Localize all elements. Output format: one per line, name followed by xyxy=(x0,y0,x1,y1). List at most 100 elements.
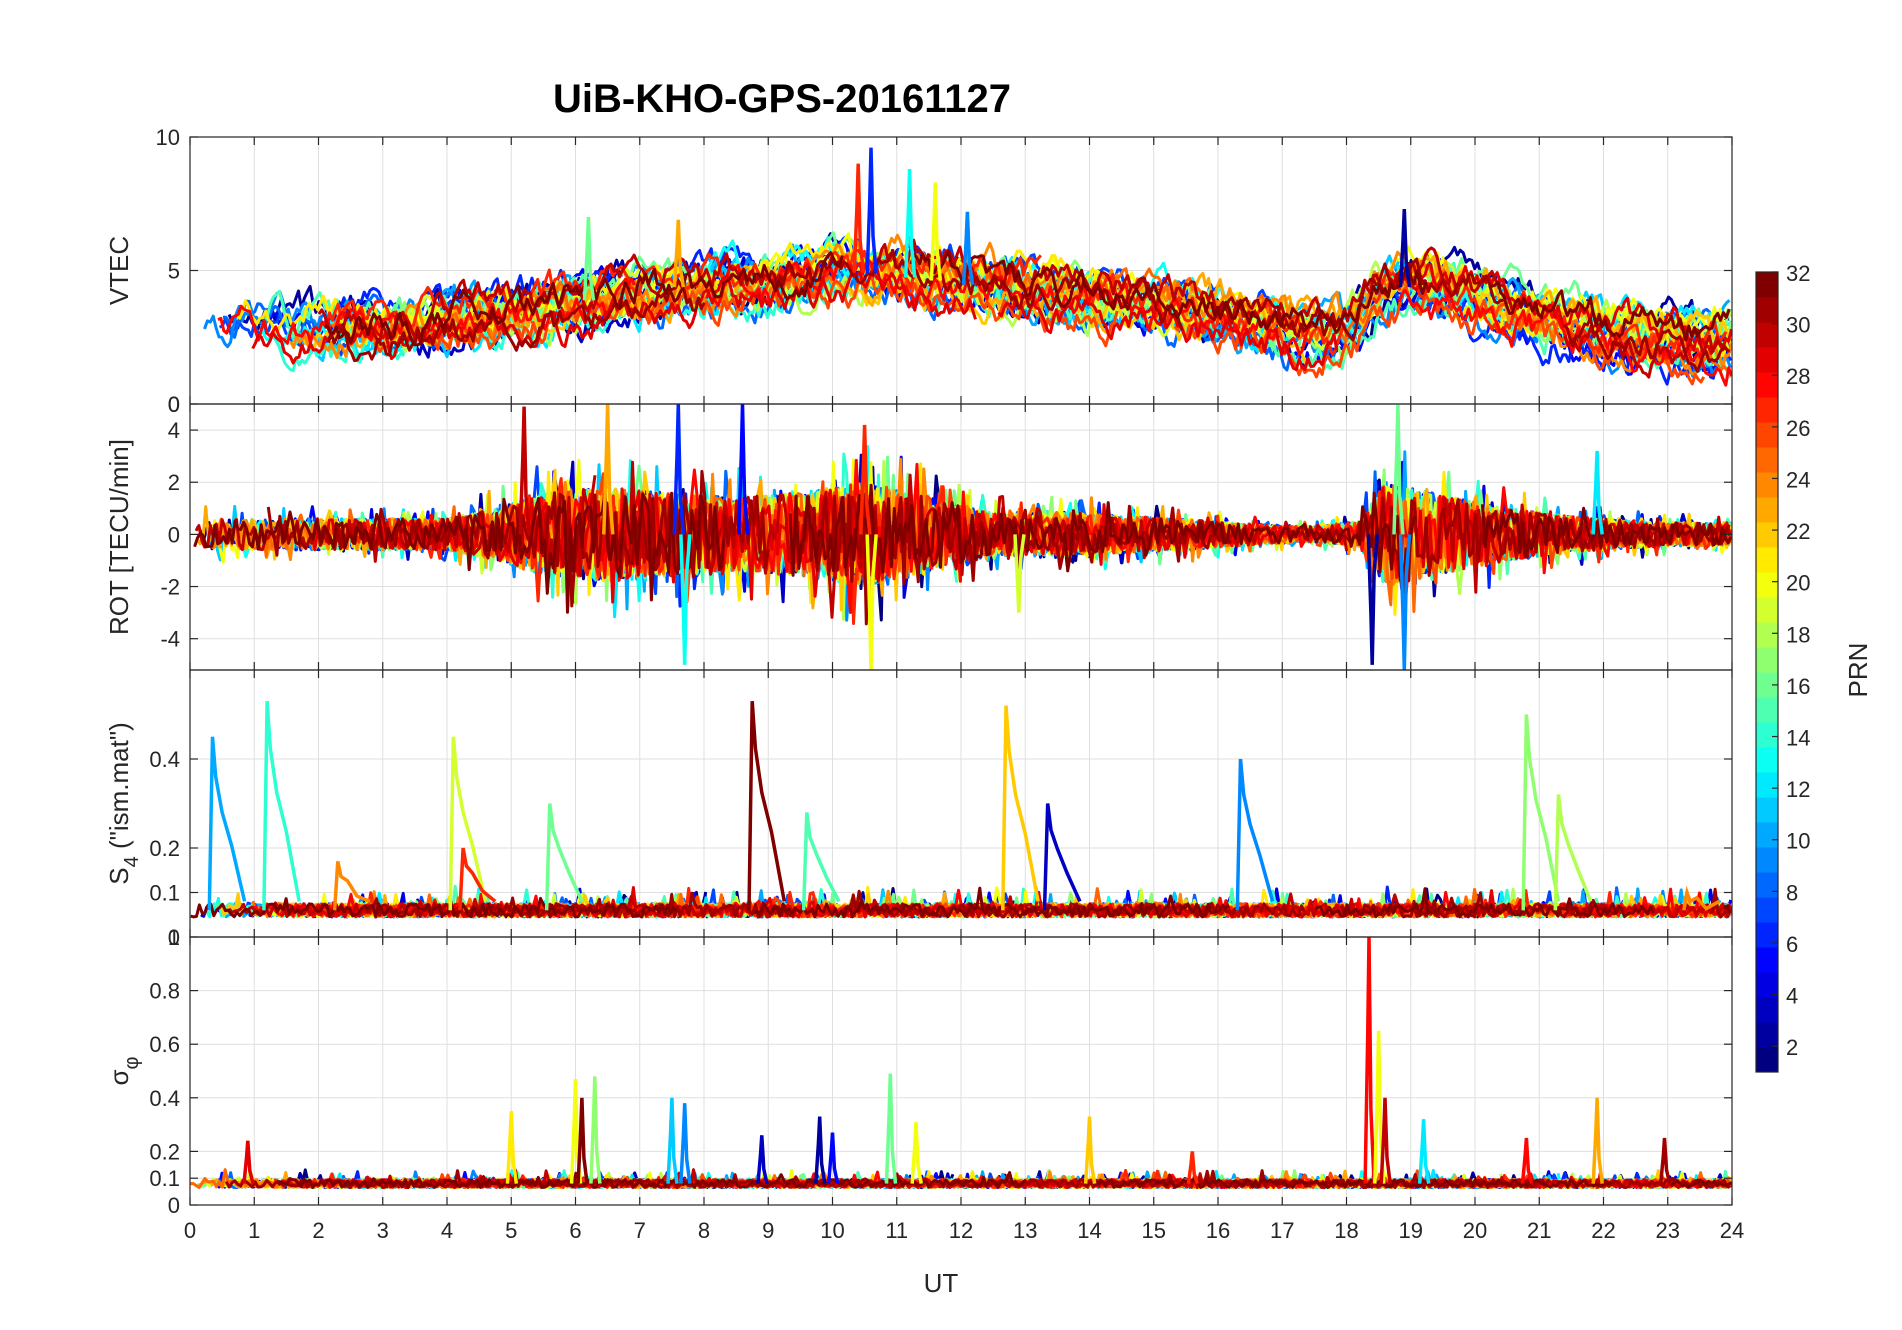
x-tick-label: 19 xyxy=(1399,1218,1423,1243)
colorbar-tick-label: 16 xyxy=(1786,674,1810,699)
colorbar-swatch xyxy=(1756,522,1778,548)
vtec-peak-mark xyxy=(852,163,866,273)
s4-peak-mark xyxy=(1235,758,1275,911)
x-tick-label: 7 xyxy=(634,1218,646,1243)
rot-peak-mark xyxy=(672,404,686,535)
s4-peak-mark xyxy=(332,861,371,911)
sigma-peak-mark xyxy=(242,1140,255,1185)
s4-prn-31-line xyxy=(1340,891,1621,919)
sigma-y-tick-label: 0.1 xyxy=(149,1166,180,1191)
sigma-y-tick-label: 0 xyxy=(168,1193,180,1218)
sigma-peak-mark xyxy=(1658,1137,1672,1184)
x-tick-label: 22 xyxy=(1591,1218,1615,1243)
sigma-peak-mark xyxy=(756,1135,769,1184)
s4-peak-mark xyxy=(1553,794,1593,911)
colorbar-swatch xyxy=(1756,647,1778,673)
x-tick-label: 10 xyxy=(820,1218,844,1243)
rot-peak-mark xyxy=(602,404,615,535)
vtec-prn-31-line xyxy=(1204,257,1504,342)
colorbar-tick-label: 14 xyxy=(1786,726,1810,751)
colorbar-swatch xyxy=(1756,1022,1778,1048)
sigma-prn-31-line xyxy=(945,1169,1550,1189)
s4-peak-mark xyxy=(747,700,787,911)
rot-y-tick-label: -4 xyxy=(160,627,180,652)
sigma-prn-31-line xyxy=(1596,1178,1731,1190)
s4-peak-mark xyxy=(448,736,488,911)
rot-y-tick-label: 0 xyxy=(168,522,180,547)
colorbar-swatch xyxy=(1756,597,1778,623)
rot-peak-mark xyxy=(1366,534,1380,665)
rot-peak-mark xyxy=(518,406,531,535)
rot-y-axis-label: ROT [TECU/min] xyxy=(104,439,134,635)
rot-prn-32-line xyxy=(193,490,726,614)
colorbar-swatch xyxy=(1756,972,1778,998)
colorbar-swatch xyxy=(1756,772,1778,798)
x-tick-label: 18 xyxy=(1334,1218,1358,1243)
x-tick-label: 23 xyxy=(1656,1218,1680,1243)
colorbar-swatch xyxy=(1756,797,1778,823)
colorbar-tick-label: 2 xyxy=(1786,1035,1798,1060)
vtec-prn-32-line xyxy=(1488,280,1731,342)
colorbar-swatch xyxy=(1756,472,1778,498)
colorbar-tick-label: 18 xyxy=(1786,622,1810,647)
colorbar-swatch xyxy=(1756,547,1778,573)
colorbar-tick-label: 6 xyxy=(1786,932,1798,957)
colorbar-swatch xyxy=(1756,272,1778,298)
colorbar-swatch xyxy=(1756,872,1778,898)
colorbar-swatch xyxy=(1756,347,1778,373)
vtec-prn-31-line xyxy=(326,279,706,363)
s4-peak-mark xyxy=(1682,885,1721,911)
sigma-peak-mark xyxy=(1520,1137,1534,1184)
x-tick-label: 9 xyxy=(762,1218,774,1243)
colorbar-swatch xyxy=(1756,372,1778,398)
s4-prn-32-line xyxy=(1723,904,1732,914)
colorbar-swatch xyxy=(1756,497,1778,523)
vtec-series xyxy=(203,147,1732,387)
s4-y-tick-label: 0 xyxy=(168,925,180,950)
s4-series xyxy=(190,700,1732,919)
rot-peak-mark xyxy=(1398,534,1412,670)
s4-peak-mark xyxy=(1042,803,1082,911)
vtec-prn-31-line xyxy=(1563,316,1731,373)
rot-y-tick-label: -2 xyxy=(160,575,180,600)
sigma-peak-mark xyxy=(1591,1097,1604,1184)
x-tick-label: 24 xyxy=(1720,1218,1744,1243)
s4-y-tick-label: 0.1 xyxy=(149,881,180,906)
colorbar-swatch xyxy=(1756,947,1778,973)
x-tick-label: 12 xyxy=(949,1218,973,1243)
colorbar-tick-label: 20 xyxy=(1786,571,1810,596)
sigma-peak-mark xyxy=(576,1097,589,1184)
x-tick-label: 4 xyxy=(441,1218,453,1243)
colorbar-swatch xyxy=(1756,847,1778,873)
x-tick-label: 21 xyxy=(1527,1218,1551,1243)
rot-top-tick-label: 0 xyxy=(168,392,180,417)
rot-y-tick-label: 4 xyxy=(168,418,180,443)
colorbar-swatch xyxy=(1756,997,1778,1023)
s4-peak-mark xyxy=(1001,705,1040,911)
x-tick-label: 3 xyxy=(377,1218,389,1243)
sigma-y-tick-label: 0.6 xyxy=(149,1032,180,1057)
s4-prn-32-line xyxy=(190,896,678,919)
vtec-peak-mark xyxy=(1398,209,1412,288)
vtec-y-tick-label: 10 xyxy=(156,125,180,150)
vtec-prn-32-line xyxy=(909,250,1428,335)
sigma-prn-32-line xyxy=(277,1171,1026,1189)
sigma-peak-mark xyxy=(679,1103,692,1184)
s4-prn-32-line xyxy=(1314,887,1655,919)
x-tick-label: 11 xyxy=(885,1218,908,1243)
rot-prn-32-line xyxy=(788,483,1417,604)
sigma-y-tick-label: 0.8 xyxy=(149,979,180,1004)
sigma-peak-mark xyxy=(1186,1151,1200,1185)
sigma-peak-mark xyxy=(814,1116,827,1184)
colorbar-swatch xyxy=(1756,422,1778,448)
vtec-y-tick-label: 5 xyxy=(168,259,180,284)
s4-peak-mark xyxy=(458,847,497,911)
vtec-peak-mark xyxy=(672,219,686,288)
rot-peak-mark xyxy=(679,534,692,665)
rot-peak-mark xyxy=(1013,534,1026,613)
colorbar-swatch xyxy=(1756,672,1778,698)
colorbar-tick-label: 10 xyxy=(1786,829,1810,854)
sigma-peak-mark xyxy=(666,1097,679,1184)
